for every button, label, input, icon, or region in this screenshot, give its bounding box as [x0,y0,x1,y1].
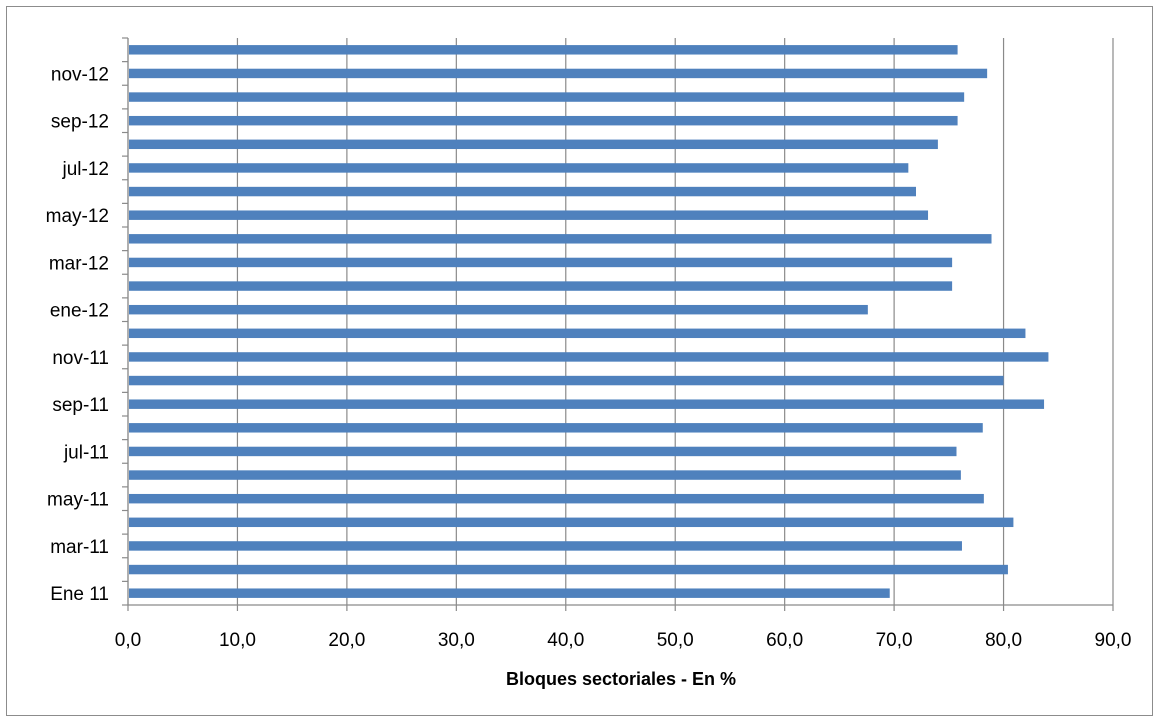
bar [129,281,953,291]
x-tick-label: 30,0 [438,630,475,651]
x-tick-label: 90,0 [1095,630,1132,651]
y-category-label: ene-12 [50,301,109,322]
bar [129,541,962,551]
bar [129,139,938,150]
bar [129,352,1049,362]
bar [129,210,929,220]
y-category-label: jul-11 [63,442,109,463]
labels: 0,0 10,0 20,0 30,0 40,0 50,0 60,0 70,0 80,0 90,0 E… [46,64,1132,651]
y-category-label: mar-11 [50,537,109,558]
y-category-label: nov-12 [51,64,109,85]
y-category-label: may-12 [46,206,109,227]
bar [129,446,957,457]
bar [129,375,1004,386]
bar [129,68,988,79]
x-tick-label: 60,0 [766,630,803,651]
bar [129,470,961,480]
y-category-label: may-11 [47,490,109,511]
bar [129,234,992,244]
bar [129,399,1045,409]
y-category-label: sep-11 [52,395,109,416]
bar [129,423,983,433]
bar [129,564,1008,575]
x-tick-label: 40,0 [547,630,584,651]
bar [129,257,953,268]
y-category-label: jul-12 [62,159,109,180]
bar [129,588,890,598]
x-tick-label: 80,0 [985,630,1022,651]
bar [129,517,1014,528]
x-tick-label: 0,0 [115,630,141,651]
bar [129,493,984,504]
x-tick-label: 10,0 [219,630,256,651]
y-category-label: mar-12 [49,253,109,274]
y-category-label: sep-12 [51,112,109,133]
bar [129,304,868,315]
bar [129,186,916,197]
x-tick-label: 20,0 [328,630,365,651]
axes [122,37,1114,611]
x-axis-title: Bloques sectoriales - En % [506,669,736,689]
y-category-label: Ene 11 [50,584,109,605]
x-tick-label: 50,0 [657,630,694,651]
bar [129,45,958,55]
bars [129,45,1049,598]
x-tick-label: 70,0 [876,630,913,651]
bar [129,328,1026,339]
y-category-label: nov-11 [52,348,109,369]
bar [129,92,965,102]
bar [129,163,909,173]
bar [129,115,958,126]
